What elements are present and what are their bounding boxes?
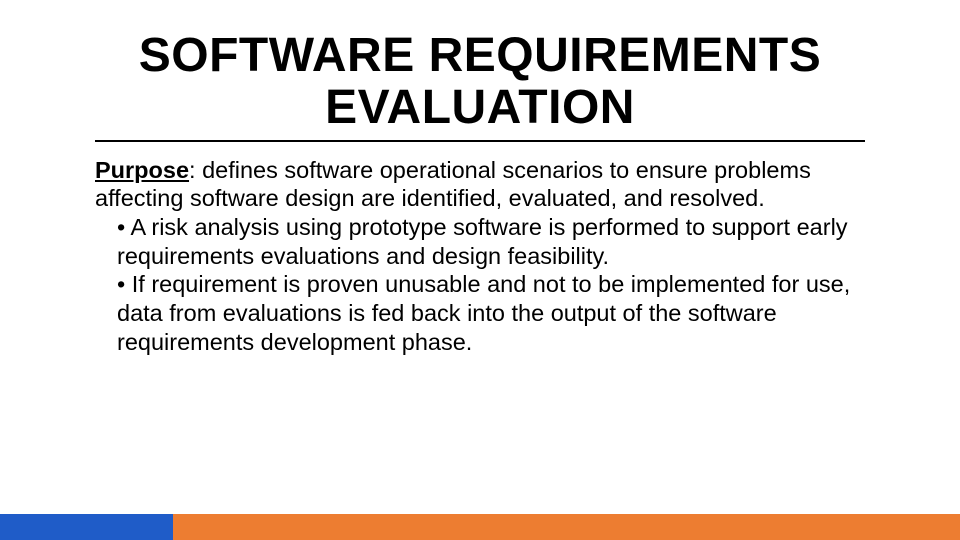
footer-blue-segment xyxy=(0,514,173,540)
footer-accent-bar xyxy=(0,514,960,540)
slide-body: Purpose: defines software operational sc… xyxy=(95,156,865,357)
purpose-paragraph: Purpose: defines software operational sc… xyxy=(95,156,865,213)
bullet-item-1: • A risk analysis using prototype softwa… xyxy=(117,213,865,270)
slide-title: SOFTWARE REQUIREMENTS EVALUATION xyxy=(95,30,865,142)
purpose-text: : defines software operational scenarios… xyxy=(95,157,811,212)
bullet-item-2: • If requirement is proven unusable and … xyxy=(117,270,865,356)
slide-container: SOFTWARE REQUIREMENTS EVALUATION Purpose… xyxy=(0,0,960,540)
footer-orange-segment xyxy=(173,514,960,540)
bullet-list: • A risk analysis using prototype softwa… xyxy=(95,213,865,356)
purpose-label: Purpose xyxy=(95,157,189,183)
